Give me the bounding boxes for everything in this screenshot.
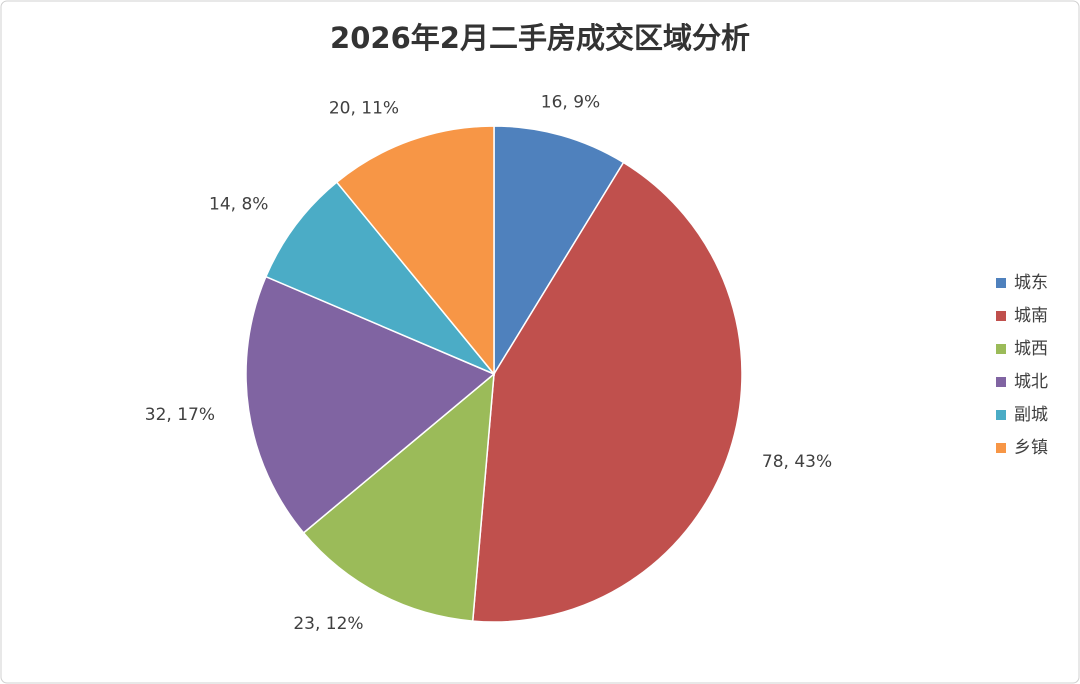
data-label: 14, 8%	[209, 195, 268, 215]
pie-slice	[471, 161, 743, 623]
chart-title: 2026年2月二手房成交区域分析	[330, 21, 750, 55]
legend-swatch	[996, 377, 1006, 387]
legend-swatch	[996, 311, 1006, 321]
legend-swatch	[996, 344, 1006, 354]
data-label: 32, 17%	[145, 405, 215, 425]
legend-label: 城西	[1014, 339, 1048, 359]
data-label: 20, 11%	[329, 98, 399, 118]
legend-label: 乡镇	[1014, 438, 1048, 458]
data-label: 23, 12%	[293, 614, 363, 634]
legend-label: 城北	[1014, 372, 1048, 392]
data-label: 16, 9%	[541, 93, 600, 113]
pie-slice	[264, 181, 495, 375]
legend-label: 副城	[1014, 405, 1048, 425]
legend-swatch	[996, 410, 1006, 420]
legend-swatch	[996, 443, 1006, 453]
pie-slice	[493, 125, 625, 377]
pie-slice	[302, 372, 495, 622]
pie-slice	[335, 125, 495, 377]
legend-label: 城南	[1014, 306, 1048, 326]
pie-slice	[245, 275, 496, 534]
data-label: 78, 43%	[762, 452, 832, 472]
legend-label: 城东	[1014, 273, 1048, 293]
legend-swatch	[996, 278, 1006, 288]
